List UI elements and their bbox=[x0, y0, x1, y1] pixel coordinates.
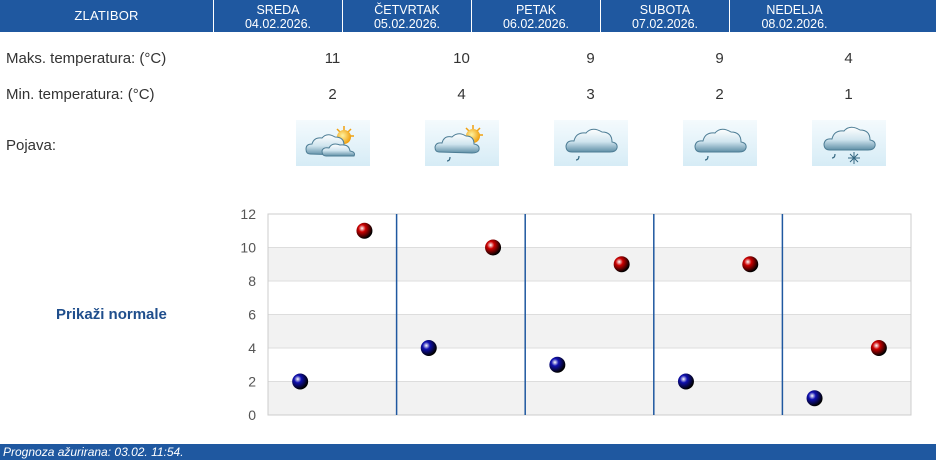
grid-band bbox=[268, 214, 911, 248]
grid-band bbox=[268, 348, 911, 382]
day-date: 05.02.2026. bbox=[373, 17, 441, 31]
y-tick-label: 10 bbox=[240, 240, 256, 256]
day-header: PETAK 06.02.2026. bbox=[472, 0, 601, 32]
max-temp-point bbox=[485, 239, 502, 256]
max-temp-value: 11 bbox=[324, 50, 341, 67]
y-tick-label: 0 bbox=[248, 407, 256, 423]
min-temp-point bbox=[806, 390, 823, 407]
y-tick-label: 12 bbox=[240, 206, 256, 222]
max-temp-value: 9 bbox=[715, 50, 724, 67]
day-name: NEDELJA bbox=[766, 3, 823, 17]
day-name: ČETVRTAK bbox=[374, 3, 440, 17]
min-temp-point bbox=[420, 340, 437, 356]
min-temp-label: Min. temperatura: (°C) bbox=[6, 86, 155, 103]
day-header: ČETVRTAK 05.02.2026. bbox=[343, 0, 472, 32]
min-temp-value: 3 bbox=[586, 86, 595, 103]
day-date: 06.02.2026. bbox=[502, 17, 570, 31]
grid-band bbox=[268, 314, 911, 348]
day-date: 07.02.2026. bbox=[631, 17, 699, 31]
plot-frame bbox=[267, 213, 912, 416]
cloud-snow-rain-icon bbox=[812, 120, 886, 166]
day-date: 08.02.2026. bbox=[761, 17, 828, 31]
day-header: SREDA 04.02.2026. bbox=[214, 0, 343, 32]
phenomena-label: Pojava: bbox=[6, 137, 57, 154]
temperature-chart: 0 2 4 6 8 10 12 bbox=[240, 206, 912, 423]
day-name: SREDA bbox=[256, 3, 300, 17]
cloud-drizzle-icon bbox=[554, 120, 628, 166]
max-temp-point bbox=[613, 256, 630, 273]
y-tick-label: 8 bbox=[248, 273, 256, 289]
grid-band bbox=[268, 247, 911, 281]
max-temp-value: 9 bbox=[586, 50, 595, 67]
day-header: SUBOTA 07.02.2026. bbox=[601, 0, 730, 32]
day-name: SUBOTA bbox=[639, 3, 691, 17]
cloud-drizzle-icon bbox=[683, 120, 757, 166]
max-temp-value: 4 bbox=[844, 50, 853, 67]
grid-band bbox=[268, 281, 911, 315]
max-temp-point bbox=[742, 256, 759, 273]
max-temp-point bbox=[870, 340, 887, 356]
grid-band bbox=[268, 381, 911, 415]
forecast-updated: Prognoza ažurirana: 03.02. 11:54. bbox=[0, 444, 936, 460]
day-date: 04.02.2026. bbox=[244, 17, 312, 31]
min-temp-point bbox=[549, 356, 566, 373]
day-header: NEDELJA 08.02.2026. bbox=[730, 0, 936, 32]
min-temp-point bbox=[292, 373, 309, 390]
sun-behind-cloud-icon bbox=[296, 120, 370, 166]
day-name: PETAK bbox=[515, 3, 557, 17]
sun-cloud-drizzle-icon bbox=[425, 120, 499, 166]
y-tick-label: 2 bbox=[248, 374, 256, 390]
min-temp-point bbox=[677, 373, 694, 390]
show-normals-link[interactable]: Prikaži normale bbox=[56, 306, 167, 323]
forecast-header: ZLATIBOR SREDA 04.02.2026. ČETVRTAK 05.0… bbox=[0, 0, 936, 32]
min-temp-value: 4 bbox=[457, 86, 466, 103]
min-temp-value: 2 bbox=[715, 86, 724, 103]
max-temp-value: 10 bbox=[453, 50, 470, 67]
max-temp-label: Maks. temperatura: (°C) bbox=[6, 50, 167, 67]
y-tick-label: 6 bbox=[248, 307, 256, 323]
min-temp-value: 2 bbox=[328, 86, 337, 103]
min-temp-value: 1 bbox=[844, 86, 853, 103]
location-name: ZLATIBOR bbox=[0, 0, 214, 32]
max-temp-point bbox=[356, 222, 373, 239]
y-tick-label: 4 bbox=[248, 340, 256, 356]
